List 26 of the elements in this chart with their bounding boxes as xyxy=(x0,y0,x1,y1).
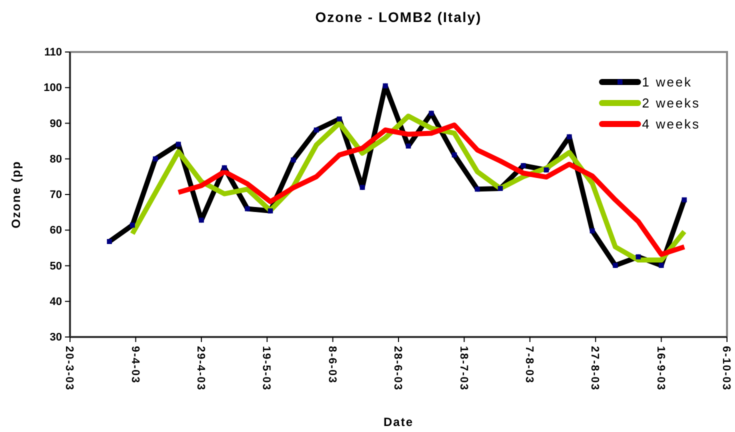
x-tick-label: 7-8-03 xyxy=(523,346,536,384)
x-tick-label: 28-6-03 xyxy=(392,346,404,391)
legend-label: 4 weeks xyxy=(642,116,700,132)
y-tick-label: 110 xyxy=(44,46,62,59)
x-tick-label: 6-10-03 xyxy=(720,346,732,391)
x-axis-title: Date xyxy=(383,415,414,429)
y-axis-title: Ozone (pp xyxy=(9,160,23,228)
y-tick-label: 70 xyxy=(50,189,62,202)
x-tick-label: 16-9-03 xyxy=(654,346,666,391)
y-tick-label: 60 xyxy=(50,224,62,237)
x-tick-label: 8-6-03 xyxy=(326,346,338,384)
y-tick-label: 40 xyxy=(50,296,62,308)
x-tick-label: 18-7-03 xyxy=(457,346,470,391)
legend-label: 1 week xyxy=(642,74,692,90)
x-tick-label: 27-8-03 xyxy=(588,346,601,391)
chart-title: Ozone - LOMB2 (Italy) xyxy=(315,9,482,25)
x-tick-label: 19-5-03 xyxy=(260,346,272,391)
y-tick-label: 90 xyxy=(50,118,62,130)
y-tick-label: 30 xyxy=(50,332,62,344)
y-tick-label: 80 xyxy=(50,153,62,166)
x-tick-label: 20-3-03 xyxy=(63,346,76,391)
x-tick-label: 9-4-03 xyxy=(128,346,141,384)
legend-label: 2 weeks xyxy=(642,96,700,111)
y-tick-label: 100 xyxy=(44,82,62,94)
x-tick-label: 29-4-03 xyxy=(194,346,207,391)
y-tick-label: 50 xyxy=(50,260,62,272)
